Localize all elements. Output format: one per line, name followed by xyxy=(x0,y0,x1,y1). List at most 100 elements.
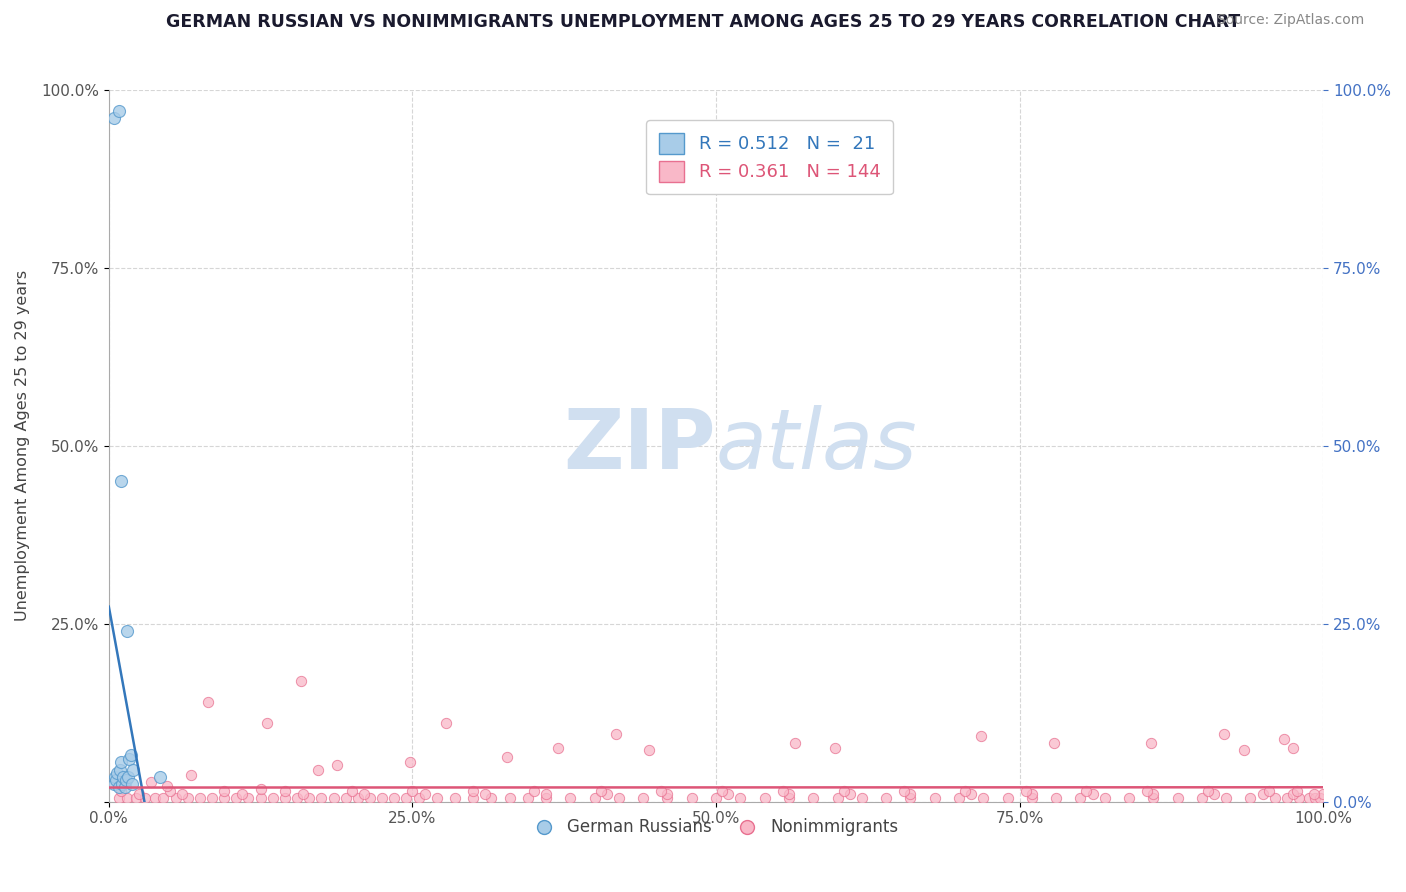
Point xyxy=(103,777,125,791)
Point xyxy=(108,763,131,777)
Point xyxy=(225,791,247,805)
Point xyxy=(105,766,128,780)
Point xyxy=(1015,784,1038,798)
Point xyxy=(197,695,219,709)
Point xyxy=(948,791,970,805)
Point xyxy=(110,756,132,770)
Point xyxy=(353,788,375,802)
Point xyxy=(1233,743,1256,757)
Point xyxy=(152,791,174,805)
Point xyxy=(650,784,672,798)
Point xyxy=(560,791,582,805)
Point xyxy=(111,777,134,791)
Point xyxy=(311,791,333,805)
Point xyxy=(1118,791,1140,805)
Point xyxy=(754,791,776,805)
Text: Source: ZipAtlas.com: Source: ZipAtlas.com xyxy=(1216,13,1364,28)
Point xyxy=(177,791,200,805)
Point xyxy=(249,791,271,805)
Point xyxy=(156,779,179,793)
Point xyxy=(605,727,627,741)
Point xyxy=(1215,791,1237,805)
Point xyxy=(1239,791,1261,805)
Y-axis label: Unemployment Among Ages 25 to 29 years: Unemployment Among Ages 25 to 29 years xyxy=(15,270,30,621)
Point xyxy=(285,791,308,805)
Point xyxy=(1298,791,1320,805)
Point xyxy=(115,791,138,805)
Point xyxy=(110,474,132,488)
Point xyxy=(1257,784,1279,798)
Point xyxy=(1274,731,1296,746)
Point xyxy=(107,780,129,795)
Point xyxy=(496,750,519,764)
Point xyxy=(115,624,138,638)
Point xyxy=(1021,791,1043,805)
Point xyxy=(898,791,921,805)
Point xyxy=(188,791,211,805)
Point xyxy=(110,784,132,798)
Point xyxy=(212,784,235,798)
Point xyxy=(547,741,569,756)
Point xyxy=(1081,788,1104,802)
Point xyxy=(292,788,315,802)
Point xyxy=(838,788,860,802)
Point xyxy=(262,791,284,805)
Point xyxy=(960,788,983,802)
Point xyxy=(711,784,734,798)
Point xyxy=(212,791,235,805)
Point xyxy=(638,743,661,757)
Point xyxy=(413,788,436,802)
Point xyxy=(346,791,368,805)
Point xyxy=(426,791,449,805)
Point xyxy=(340,784,363,798)
Point xyxy=(326,757,349,772)
Point xyxy=(307,763,329,777)
Point xyxy=(1282,788,1305,802)
Point xyxy=(436,716,458,731)
Point xyxy=(523,784,546,798)
Point xyxy=(997,791,1019,805)
Point xyxy=(170,788,193,802)
Point xyxy=(1142,791,1164,805)
Point xyxy=(1045,791,1067,805)
Point xyxy=(516,791,538,805)
Point xyxy=(534,788,557,802)
Point xyxy=(121,777,143,791)
Point xyxy=(730,791,752,805)
Legend: German Russians, Nonimmigrants: German Russians, Nonimmigrants xyxy=(527,812,905,843)
Point xyxy=(359,791,381,805)
Point xyxy=(159,784,181,798)
Point xyxy=(875,791,897,805)
Point xyxy=(201,791,224,805)
Point xyxy=(1202,788,1225,802)
Point xyxy=(851,791,873,805)
Point xyxy=(607,791,630,805)
Point xyxy=(583,791,606,805)
Point xyxy=(704,791,727,805)
Point xyxy=(778,791,800,805)
Point xyxy=(1021,788,1043,802)
Point xyxy=(120,748,142,763)
Point xyxy=(112,770,135,784)
Point xyxy=(832,784,855,798)
Point xyxy=(1069,791,1091,805)
Point xyxy=(128,788,150,802)
Text: atlas: atlas xyxy=(716,405,918,486)
Point xyxy=(298,791,321,805)
Point xyxy=(180,767,202,781)
Point xyxy=(801,791,824,805)
Point xyxy=(399,756,422,770)
Point xyxy=(149,770,172,784)
Point xyxy=(122,763,145,777)
Point xyxy=(1251,788,1274,802)
Point xyxy=(498,791,520,805)
Point xyxy=(1191,791,1213,805)
Point xyxy=(953,784,976,798)
Point xyxy=(371,791,394,805)
Point xyxy=(114,773,136,788)
Point xyxy=(117,770,139,784)
Point xyxy=(972,791,994,805)
Point xyxy=(596,788,619,802)
Point xyxy=(134,791,156,805)
Point xyxy=(898,788,921,802)
